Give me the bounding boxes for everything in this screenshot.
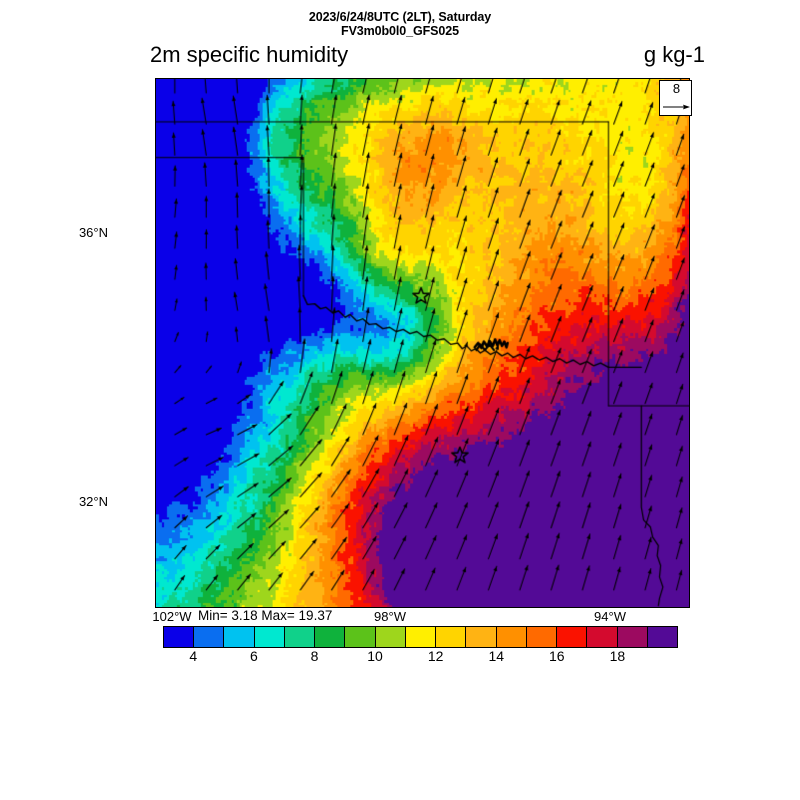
lat-label-36n: 36°N [78,225,108,240]
colorbar-tick-labels: 4 6 8 10 12 14 16 18 [163,648,678,668]
colorbar-cell-8 [405,627,437,647]
minmax-annotation: Min= 3.18 Max= 19.37 [198,608,333,623]
colorbar-cell-3 [254,627,285,647]
variable-row: 2m specific humidity g kg-1 [0,42,800,70]
wind-key-magnitude: 8 [672,81,681,96]
title-model: FV3m0b0l0_GFS025 [341,24,459,38]
colorbar-cell-13 [557,627,588,647]
colorbar-tick-6: 6 [249,648,258,664]
colorbar-tick-18: 18 [609,648,626,664]
colorbar-cell-15 [617,627,648,647]
colorbar-tick-14: 14 [488,648,505,664]
colorbar-cell-11 [496,627,527,647]
colorbar-cell-12 [526,627,558,647]
colorbar-cell-6 [345,627,376,647]
colorbar [163,626,678,648]
wind-vector-key: 8 [659,80,692,116]
lon-label-94w: 94°W [594,609,626,624]
colorbar-tick-10: 10 [367,648,383,664]
colorbar-tick-4: 4 [189,648,198,664]
colorbar-cell-14 [587,627,618,647]
colorbar-cell-0 [164,627,195,647]
title-block: 2023/6/24/8UTC (2LT), Saturday FV3m0b0l0… [0,10,800,38]
units-label: g kg-1 [643,42,705,67]
colorbar-cell-5 [315,627,346,647]
colorbar-tick-8: 8 [310,648,319,664]
page-title: 2m specific humidity [150,42,349,67]
lon-label-98w: 98°W [374,609,406,624]
lon-label-102w: 102°W [152,609,192,624]
colorbar-cell-16 [647,627,677,647]
colorbar-cell-10 [466,627,497,647]
map-plot-area[interactable] [155,78,690,608]
colorbar-cell-4 [284,627,316,647]
colorbar-cell-9 [436,627,467,647]
colorbar-tick-12: 12 [427,648,444,664]
colorbar-cell-7 [375,627,406,647]
colorbar-cell-1 [194,627,225,647]
title-datetime: 2023/6/24/8UTC (2LT), Saturday [308,10,492,24]
right-arrow-icon [663,104,690,110]
colorbar-cell-2 [224,627,255,647]
lat-label-32n: 32°N [78,494,108,509]
colorbar-tick-16: 16 [549,648,565,664]
wind-vectors-and-borders-overlay [156,79,689,607]
